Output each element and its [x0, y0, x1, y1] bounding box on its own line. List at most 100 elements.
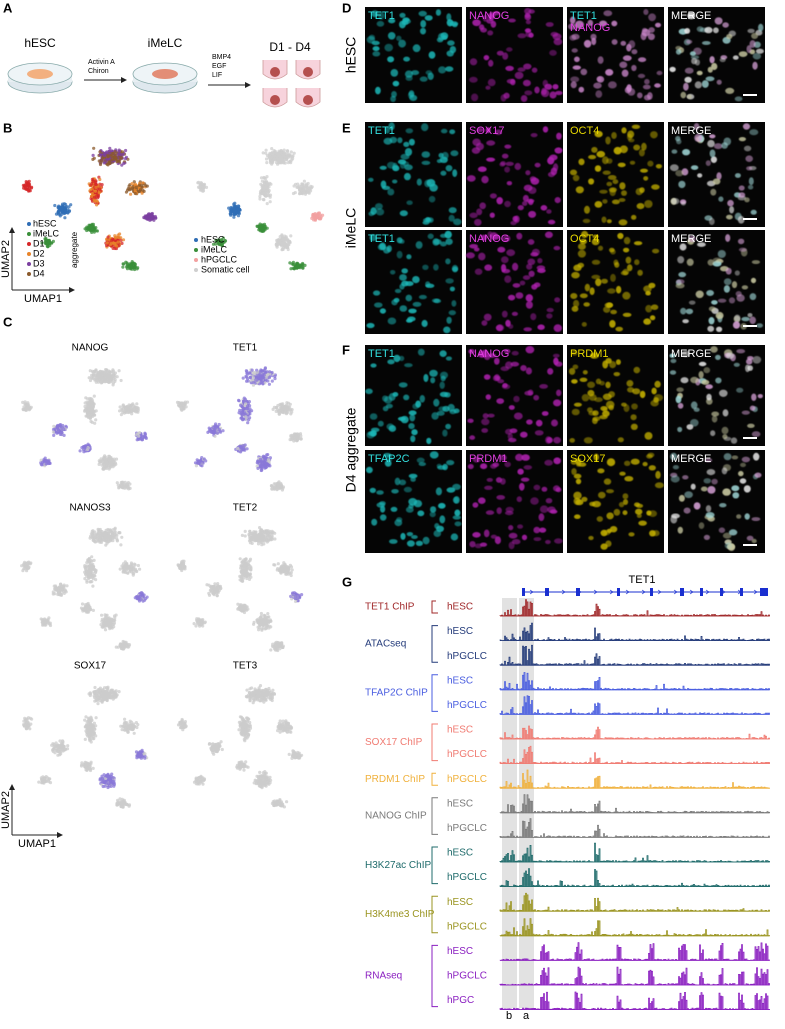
cell-dot: [259, 468, 263, 473]
cell-dot: [69, 203, 73, 207]
cell-dot: [117, 235, 121, 239]
cell-dot: [249, 575, 253, 579]
cell-dot: [87, 737, 92, 741]
cell-dot: [130, 265, 134, 269]
cell-dot: [97, 370, 101, 374]
cell-dot: [281, 410, 285, 414]
cell-dot: [219, 586, 223, 590]
cell-dot: [265, 529, 269, 533]
cell-dot: [106, 527, 110, 532]
cell-dot: [94, 691, 98, 696]
cell-dot: [291, 262, 295, 266]
cell-dot: [106, 154, 110, 158]
cell-dot: [98, 187, 102, 191]
cell-dot: [276, 153, 280, 158]
cell-dot: [232, 215, 236, 219]
cell-dot: [140, 184, 144, 188]
cell-dot: [47, 461, 51, 466]
cell-dot: [276, 562, 280, 566]
cell-dot: [108, 373, 112, 377]
factor: LIF: [212, 72, 222, 79]
cell-dot: [279, 483, 283, 487]
cell-dot: [91, 179, 95, 184]
cell-dot: [243, 529, 247, 534]
cell-dot: [98, 536, 102, 540]
cell-dot: [110, 619, 114, 624]
gene-title: SOX17: [74, 661, 107, 672]
cell-dot: [60, 588, 64, 592]
cell-dot: [65, 584, 69, 588]
cell-dot: [30, 717, 34, 721]
factor: EGF: [212, 63, 226, 70]
cell-dot: [84, 607, 88, 611]
cell-dot: [91, 577, 95, 581]
cell-dot: [99, 540, 104, 545]
cell-dot: [275, 488, 279, 492]
cell-dot: [119, 153, 123, 157]
cell-dot: [58, 212, 62, 216]
cell-dot: [263, 460, 267, 465]
cell-dot: [278, 643, 282, 647]
cell-dot: [266, 379, 270, 383]
cell-dot: [132, 266, 137, 270]
cell-dot: [252, 533, 256, 537]
cell-dot: [125, 267, 130, 271]
cell-dot: [299, 437, 303, 441]
cell-dot: [118, 567, 122, 571]
legend-dot: [27, 242, 31, 246]
cell-dot: [270, 159, 274, 163]
cell-dot: [232, 206, 236, 210]
cell-dot: [133, 191, 137, 196]
cell-dot: [21, 400, 25, 404]
cell-dot: [89, 725, 93, 729]
cell-dot: [202, 457, 206, 461]
cell-dot: [276, 243, 280, 247]
cell-dot: [237, 411, 241, 415]
cell-dot: [91, 584, 95, 588]
cell-dot: [245, 407, 249, 411]
cell-dot: [129, 263, 133, 267]
cell-dot: [126, 566, 130, 570]
cell-dot: [242, 607, 246, 611]
cell-dot: [61, 202, 65, 206]
cell-dot: [152, 218, 156, 222]
cell-dot: [89, 716, 93, 720]
cell-dot: [264, 148, 268, 152]
cell-dot: [153, 214, 157, 219]
cells: [27, 69, 53, 79]
cell-dot: [267, 626, 271, 630]
cell-dot: [104, 692, 108, 696]
cell-dot: [106, 238, 110, 242]
cell-dot: [23, 562, 28, 566]
cell-dot: [27, 724, 31, 728]
cell-dot: [206, 430, 210, 434]
cell-dot: [23, 723, 27, 727]
cell-dot: [291, 266, 295, 270]
cell-dot: [98, 533, 102, 538]
cell-dot: [112, 625, 116, 629]
cell-dot: [124, 148, 128, 153]
cell-dot: [240, 533, 244, 538]
cell-dot: [55, 431, 59, 435]
legend-label: D3: [33, 258, 45, 268]
cell-dot: [292, 151, 296, 155]
cell-dot: [59, 592, 63, 596]
factor: Chiron: [88, 68, 109, 75]
umap-plot: [21, 368, 148, 491]
cell-dot: [90, 420, 94, 424]
cell-dot: [207, 426, 211, 430]
cell-dot: [283, 242, 287, 246]
panel-letter: G: [342, 574, 352, 589]
cell-dot: [288, 405, 292, 409]
cell-dot: [40, 241, 44, 245]
cell-dot: [291, 593, 295, 597]
cell-dot: [139, 591, 144, 595]
cell-dot: [266, 612, 270, 616]
factor: BMP4: [212, 54, 231, 61]
cell-dot: [28, 189, 32, 193]
cell-dot: [63, 589, 67, 593]
cell-dot: [272, 563, 276, 567]
stage-label: hESC: [24, 36, 56, 50]
cell-dot: [111, 151, 115, 155]
cell-dot: [113, 616, 117, 620]
